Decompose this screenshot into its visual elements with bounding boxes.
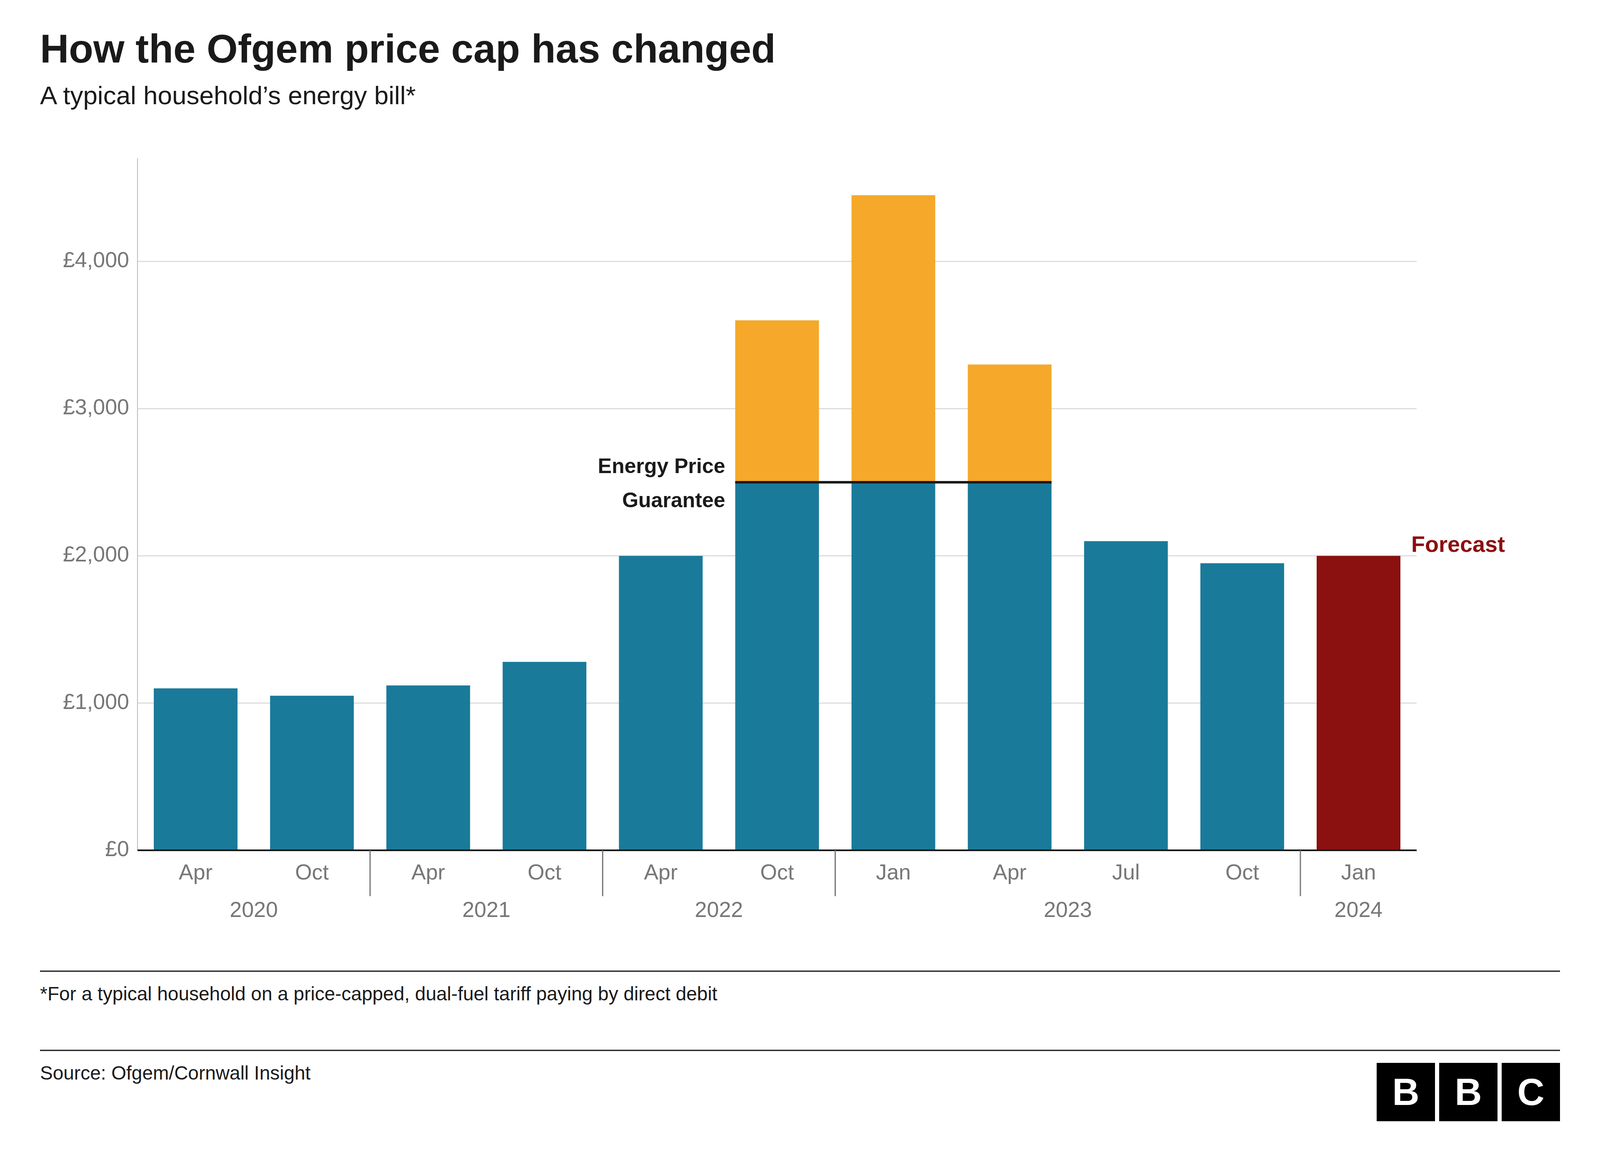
- year-separator: [602, 850, 604, 896]
- x-tick-label: Jan: [875, 859, 911, 884]
- title: How the Ofgem price cap has changed: [40, 26, 776, 71]
- year-label: 2021: [462, 897, 511, 922]
- background: [0, 0, 1600, 1175]
- bar-segment: [735, 482, 820, 850]
- grid-line: [137, 260, 1417, 262]
- bars: [153, 195, 1401, 850]
- annotation: Energy Price: [597, 454, 726, 478]
- bar-segment: [851, 482, 936, 850]
- bar-segment: [1316, 555, 1401, 556]
- bar-segment: [735, 320, 820, 483]
- bar-segment: [386, 685, 470, 850]
- logo-letter: B: [1455, 1070, 1483, 1113]
- logo-block: [1439, 1062, 1498, 1121]
- bar-segment: [618, 555, 703, 556]
- x-tick-label: Apr: [178, 859, 213, 884]
- bar-segment: [1316, 555, 1401, 850]
- bar-segment: [502, 661, 587, 850]
- y-tick-label: £1,000: [62, 689, 130, 714]
- y-tick-label: £2,000: [62, 541, 130, 566]
- year-separator: [369, 850, 371, 896]
- bar-segment: [502, 661, 587, 662]
- bar-segment: [270, 695, 354, 696]
- annotation: Forecast: [1411, 531, 1505, 557]
- x-tick-label: Oct: [760, 859, 795, 884]
- bar-segment: [967, 482, 1052, 850]
- footer-rule: [40, 1049, 1560, 1051]
- footnote: *For a typical household on a price-capp…: [40, 982, 718, 1005]
- footer-rule: [40, 970, 1560, 972]
- subtitle: A typical household’s energy bill*: [40, 80, 416, 110]
- x-tick-label: Apr: [411, 859, 445, 884]
- x-tick-label: Oct: [295, 859, 329, 884]
- source: Source: Ofgem/Cornwall Insight: [40, 1061, 311, 1084]
- bar-segment: [1084, 540, 1168, 850]
- year-label: 2022: [695, 897, 744, 922]
- bar-segment: [386, 685, 470, 686]
- y-tick-label: £4,000: [62, 247, 130, 272]
- x-tick-label: Jan: [1341, 859, 1377, 884]
- guarantee-line: [735, 480, 1052, 484]
- logo-letter: B: [1392, 1070, 1420, 1113]
- x-tick-label: Jul: [1112, 859, 1140, 884]
- year-label: 2024: [1334, 897, 1383, 922]
- y-tick-label: £0: [105, 836, 130, 861]
- y-axis: £0 £1,000 £2,000 £3,000 £4,000: [62, 158, 1417, 861]
- bar-segment: [153, 687, 238, 689]
- year-separator: [1299, 850, 1301, 896]
- logo-block: [1501, 1062, 1560, 1121]
- bar-segment: [153, 687, 238, 850]
- bar-segment: [270, 695, 354, 850]
- y-tick-label: £3,000: [62, 394, 130, 419]
- x-tick-label: Apr: [992, 859, 1027, 884]
- logo-letter: C: [1517, 1070, 1545, 1113]
- bar-segment: [1200, 562, 1285, 564]
- bar-segment: [851, 195, 936, 483]
- y-axis-line: [137, 158, 138, 850]
- annotation: Guarantee: [622, 488, 725, 512]
- year-separator: [834, 850, 836, 896]
- bar-segment: [1200, 562, 1285, 850]
- logo: BBC: [1376, 1062, 1560, 1121]
- x-axis: Apr Oct Apr Oct Apr Oct Jan Apr Jul Oct Jan 2020 202…: [178, 850, 1383, 922]
- x-axis-line: [137, 849, 1417, 851]
- x-tick-label: Apr: [643, 859, 678, 884]
- x-tick-label: Oct: [1225, 859, 1260, 884]
- year-label: 2020: [229, 897, 278, 922]
- chart: How the Ofgem price cap has changed A typ…: [0, 0, 1600, 1175]
- year-label: 2023: [1043, 897, 1093, 922]
- bar-segment: [967, 364, 1052, 483]
- x-tick-label: Oct: [527, 859, 562, 884]
- bar-segment: [618, 555, 703, 850]
- grid-line: [137, 849, 1417, 851]
- logo-block: [1376, 1062, 1435, 1121]
- bar-segment: [1084, 540, 1168, 542]
